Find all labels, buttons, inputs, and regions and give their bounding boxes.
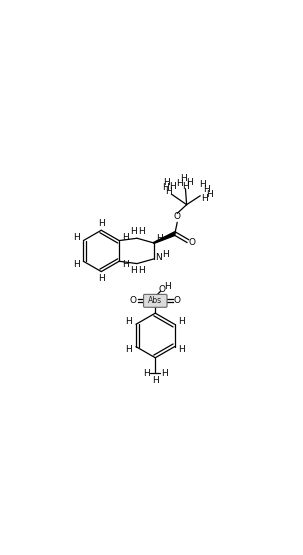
Text: O: O xyxy=(130,296,137,305)
Text: H: H xyxy=(169,182,176,191)
Text: H: H xyxy=(125,317,132,326)
Text: H: H xyxy=(143,369,150,377)
Polygon shape xyxy=(154,231,175,244)
Text: H: H xyxy=(178,345,185,354)
FancyBboxPatch shape xyxy=(144,294,167,307)
Text: H: H xyxy=(156,234,163,243)
Text: H: H xyxy=(138,227,145,236)
Text: H: H xyxy=(206,190,212,199)
Text: H: H xyxy=(130,266,137,275)
Text: H: H xyxy=(182,182,189,191)
Text: H: H xyxy=(164,281,170,291)
Text: H: H xyxy=(98,219,105,228)
Text: H: H xyxy=(203,185,209,194)
Text: H: H xyxy=(125,345,132,354)
Text: H: H xyxy=(122,233,129,243)
Text: H: H xyxy=(130,227,137,236)
Text: H: H xyxy=(161,250,168,259)
Text: H: H xyxy=(73,260,80,269)
Text: O: O xyxy=(174,211,181,221)
Text: H: H xyxy=(73,233,80,243)
Text: H: H xyxy=(165,187,172,196)
Text: O: O xyxy=(188,239,195,248)
Text: H: H xyxy=(122,260,129,269)
Text: H: H xyxy=(176,179,183,188)
Text: H: H xyxy=(180,174,186,183)
Text: H: H xyxy=(98,274,105,282)
Text: H: H xyxy=(152,376,159,385)
Text: H: H xyxy=(138,266,145,275)
Text: H: H xyxy=(178,317,185,326)
Text: H: H xyxy=(162,183,169,192)
Text: H: H xyxy=(186,178,193,188)
Text: N: N xyxy=(155,253,162,262)
Text: H: H xyxy=(201,194,208,203)
Text: O: O xyxy=(174,296,181,305)
Text: O: O xyxy=(158,285,165,294)
Text: H: H xyxy=(161,369,168,377)
Text: H: H xyxy=(199,180,206,189)
Text: Abs: Abs xyxy=(148,296,162,305)
Text: H: H xyxy=(163,178,170,188)
